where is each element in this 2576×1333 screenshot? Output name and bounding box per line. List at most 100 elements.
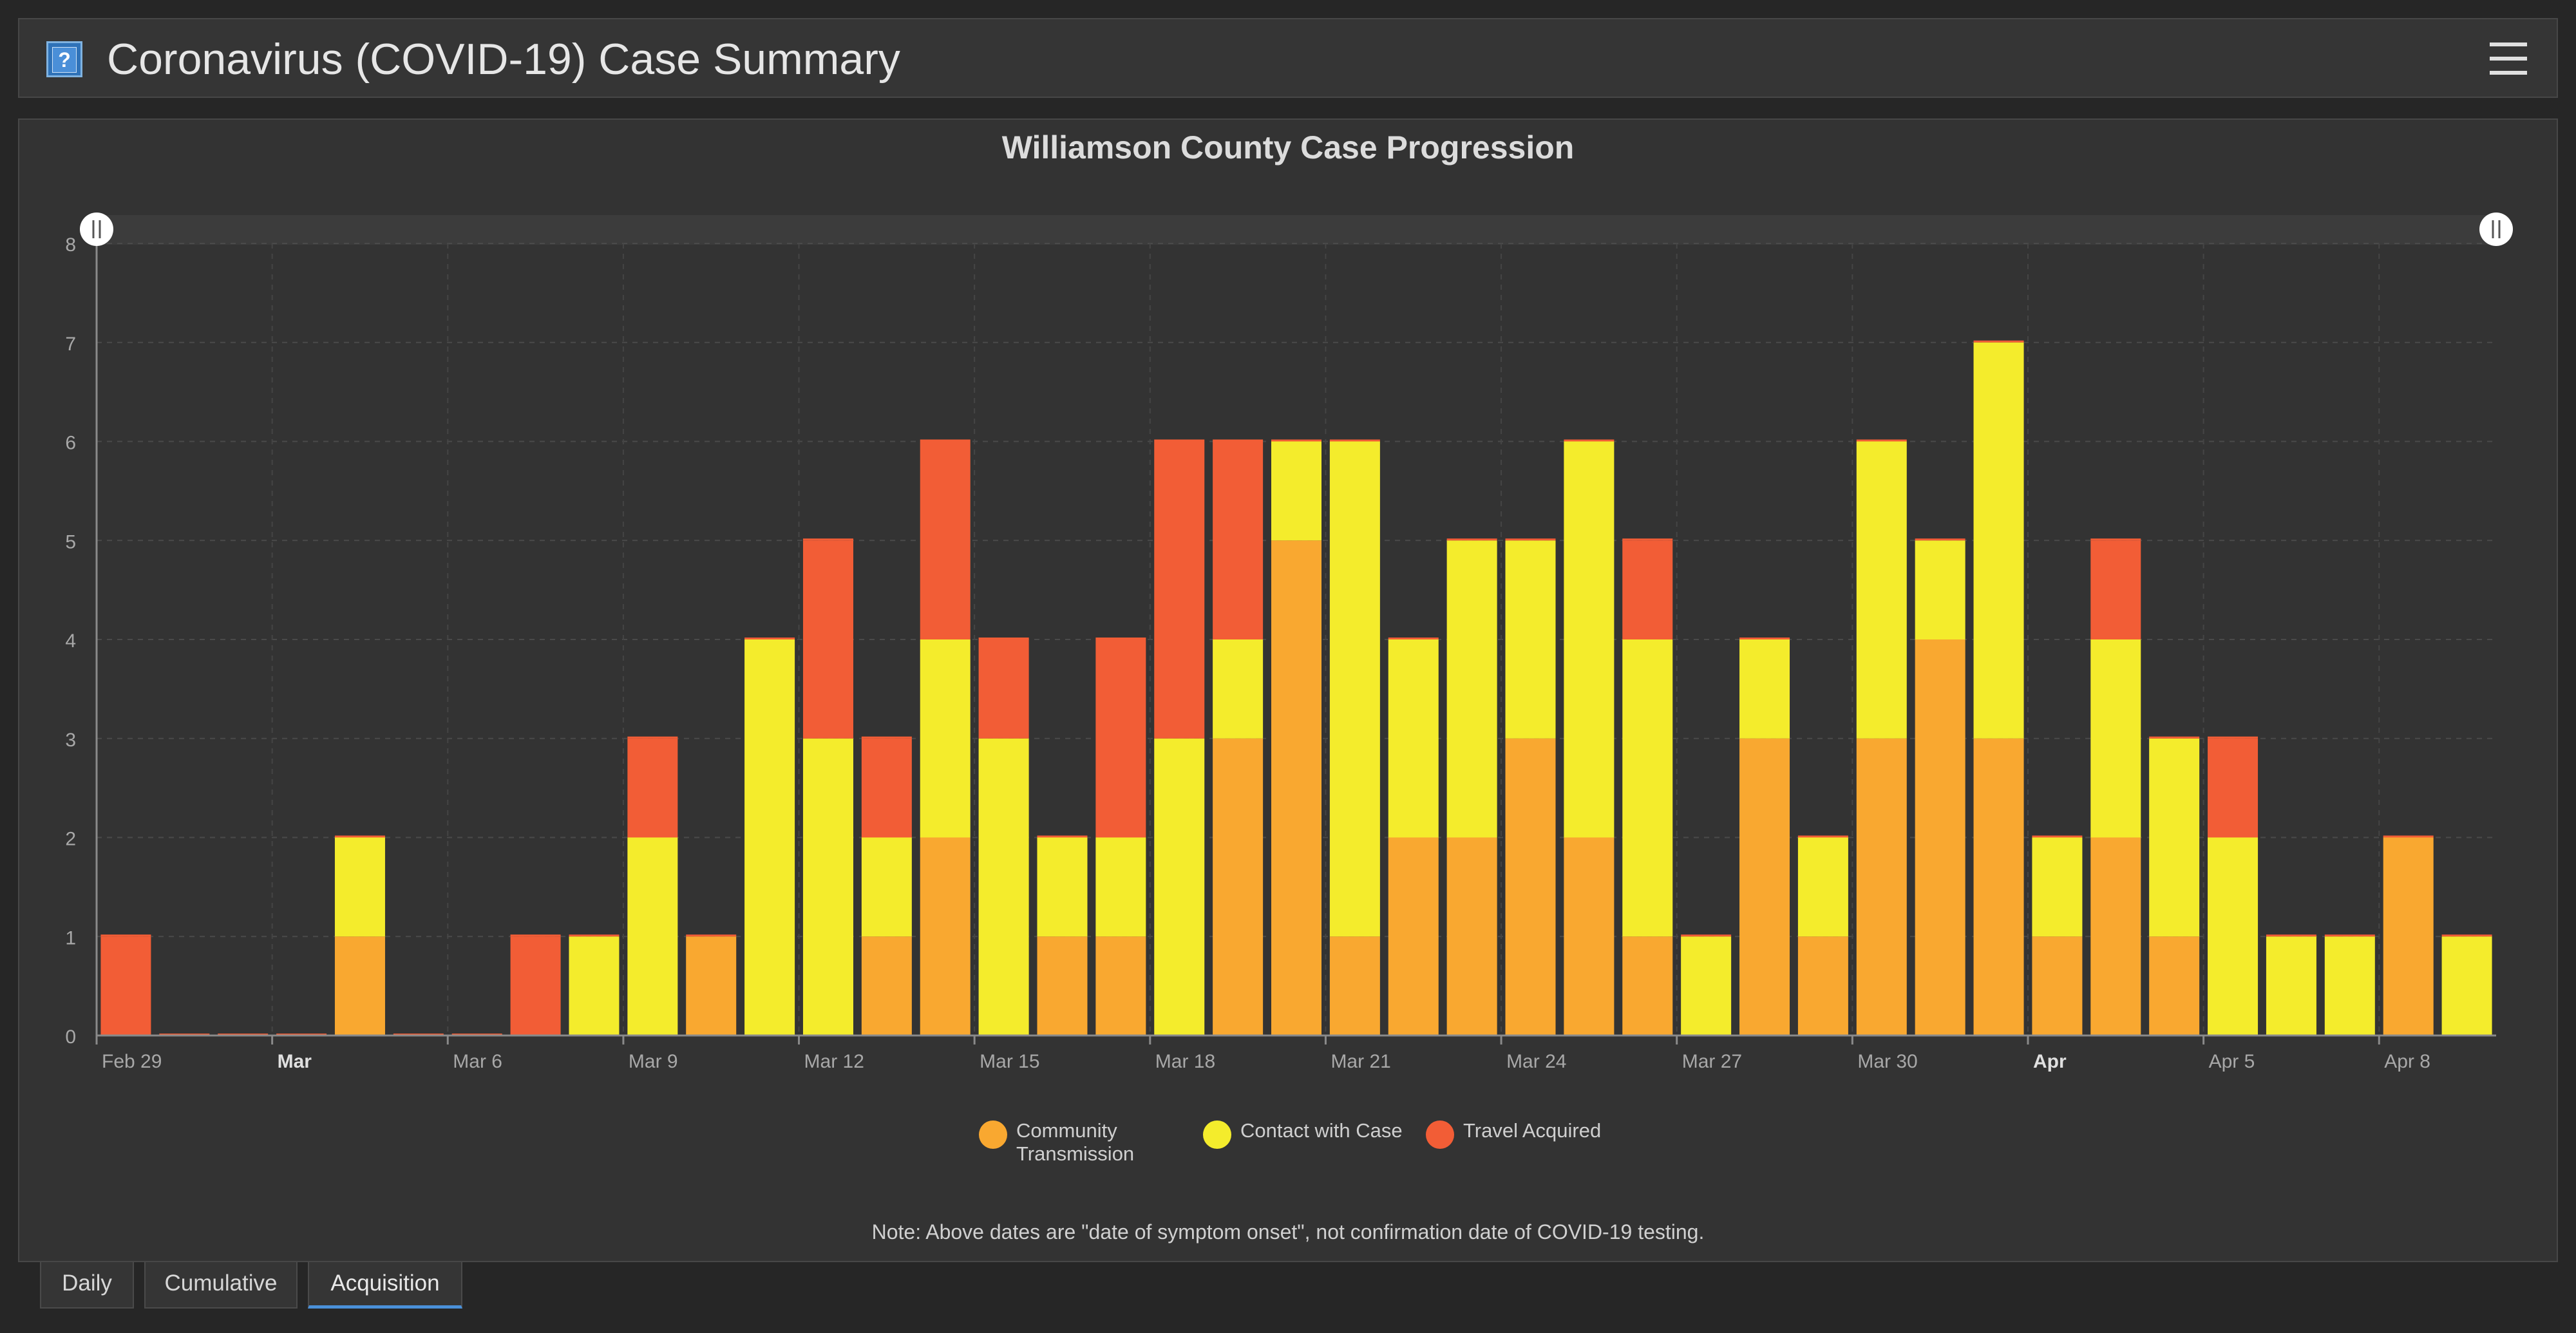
bar-segment-travel[interactable] (1622, 540, 1673, 639)
bar-segment-community[interactable] (334, 936, 385, 1035)
bar-segment-community[interactable] (1037, 936, 1088, 1035)
bar-segment-contact[interactable] (1446, 540, 1497, 838)
legend-swatch-travel (1426, 1120, 1454, 1149)
bar-segment-community[interactable] (1973, 738, 2024, 1035)
bar-segment-community[interactable] (1505, 738, 1556, 1035)
y-tick-label: 3 (65, 730, 76, 751)
bar-segment-community[interactable] (2090, 837, 2141, 1036)
info-icon[interactable]: ? (46, 41, 82, 77)
bar-segment-contact[interactable] (1271, 441, 1321, 541)
bar-top-cap (1213, 439, 1264, 442)
bar-top-cap (978, 638, 1029, 639)
y-tick-label: 0 (65, 1026, 76, 1048)
bar-segment-community[interactable] (1797, 936, 1848, 1035)
bar-top-cap (1388, 638, 1439, 639)
bar-segment-community[interactable] (1622, 936, 1673, 1035)
bar-segment-community[interactable] (1271, 540, 1321, 1035)
bar-segment-contact[interactable] (2441, 936, 2492, 1035)
bar-segment-travel[interactable] (1095, 639, 1146, 838)
bar-segment-community[interactable] (920, 837, 971, 1036)
bar-segment-community[interactable] (1915, 639, 1965, 1035)
bar-segment-community[interactable] (2032, 936, 2083, 1035)
bar-top-cap (2090, 538, 2141, 541)
bar-segment-contact[interactable] (1388, 639, 1439, 838)
bar-segment-contact[interactable] (1973, 342, 2024, 739)
bar-segment-community[interactable] (1329, 936, 1380, 1035)
bar-segment-community[interactable] (2383, 837, 2434, 1036)
bar-segment-community[interactable] (1739, 738, 1790, 1035)
bar-segment-travel[interactable] (2090, 540, 2141, 639)
bar-segment-contact[interactable] (920, 639, 971, 838)
y-tick-label: 8 (65, 234, 76, 256)
bar-segment-travel[interactable] (802, 540, 853, 739)
bar-top-cap (1154, 439, 1205, 442)
bar-segment-contact[interactable] (861, 837, 912, 937)
x-tick-label: Mar 24 (1506, 1051, 1566, 1072)
bar-segment-travel[interactable] (627, 738, 678, 838)
y-tick-label: 5 (65, 531, 76, 553)
bar-segment-contact[interactable] (1329, 441, 1380, 937)
legend-item-contact-with-case[interactable]: Contact with Case (1203, 1119, 1403, 1149)
bar-segment-travel[interactable] (861, 738, 912, 838)
tab-daily[interactable]: Daily (40, 1262, 134, 1309)
bar-segment-travel[interactable] (510, 936, 561, 1035)
bar-segment-community[interactable] (1095, 936, 1146, 1035)
bar-segment-contact[interactable] (627, 837, 678, 1036)
bar-segment-contact[interactable] (2324, 936, 2375, 1035)
range-slider-track[interactable] (97, 215, 2496, 245)
range-slider-handle-right[interactable] (2479, 213, 2513, 246)
x-tick-label: Mar 15 (980, 1051, 1039, 1072)
bar-segment-travel[interactable] (1154, 441, 1205, 739)
x-tick-label: Apr 5 (2209, 1051, 2255, 1072)
bar-segment-community[interactable] (1388, 837, 1439, 1036)
bar-segment-contact[interactable] (569, 936, 620, 1035)
hamburger-menu-icon[interactable] (2490, 43, 2527, 75)
bar-segment-community[interactable] (686, 936, 737, 1035)
legend-swatch-community (979, 1120, 1007, 1149)
bar-top-cap (1681, 934, 1732, 937)
footnote: Note: Above dates are "date of symptom o… (871, 1220, 1705, 1243)
tab-acquisition[interactable]: Acquisition (308, 1262, 462, 1309)
bar-segment-travel[interactable] (920, 441, 971, 640)
bar-segment-contact[interactable] (1856, 441, 1907, 739)
bar-segment-contact[interactable] (1505, 540, 1556, 739)
bar-segment-contact[interactable] (1037, 837, 1088, 937)
bar-segment-contact[interactable] (802, 738, 853, 1035)
bar-segment-contact[interactable] (978, 738, 1029, 1035)
legend-item-travel-acquired[interactable]: Travel Acquired (1426, 1119, 1601, 1149)
bar-segment-contact[interactable] (1915, 540, 1965, 639)
bar-segment-travel[interactable] (978, 639, 1029, 739)
bar-segment-community[interactable] (1564, 837, 1615, 1036)
bar-top-cap (1564, 439, 1615, 442)
bar-segment-contact[interactable] (1095, 837, 1146, 937)
bar-segment-contact[interactable] (1622, 639, 1673, 937)
bar-segment-travel[interactable] (1213, 441, 1264, 640)
bar-segment-contact[interactable] (2149, 738, 2200, 937)
bar-segment-contact[interactable] (1681, 936, 1732, 1035)
bar-segment-community[interactable] (861, 936, 912, 1035)
bar-segment-contact[interactable] (2090, 639, 2141, 838)
bar-segment-contact[interactable] (1154, 738, 1205, 1035)
bar-segment-contact[interactable] (1739, 639, 1790, 739)
bar-segment-travel[interactable] (2208, 738, 2259, 838)
bar-segment-contact[interactable] (2208, 837, 2259, 1036)
legend-item-community-transmission[interactable]: Community Transmission (979, 1119, 1134, 1166)
bar-top-cap (2324, 934, 2375, 937)
bar-top-cap (802, 538, 853, 541)
bar-segment-contact[interactable] (744, 639, 795, 1035)
bar-segment-contact[interactable] (1564, 441, 1615, 838)
bar-segment-contact[interactable] (334, 837, 385, 937)
bar-segment-travel[interactable] (100, 936, 151, 1035)
bar-segment-contact[interactable] (2032, 837, 2083, 937)
tab-cumulative[interactable]: Cumulative (144, 1262, 298, 1309)
bar-segment-community[interactable] (1856, 738, 1907, 1035)
chart-title: Williamson County Case Progression (1001, 129, 1575, 165)
range-slider-handle-left[interactable] (80, 213, 113, 246)
bar-segment-contact[interactable] (2266, 936, 2316, 1035)
bar-segment-contact[interactable] (1797, 837, 1848, 937)
bar-segment-community[interactable] (2149, 936, 2200, 1035)
bar-segment-community[interactable] (1213, 738, 1264, 1035)
bar-segment-contact[interactable] (1213, 639, 1264, 739)
bar-top-cap (1446, 538, 1497, 541)
bar-segment-community[interactable] (1446, 837, 1497, 1036)
